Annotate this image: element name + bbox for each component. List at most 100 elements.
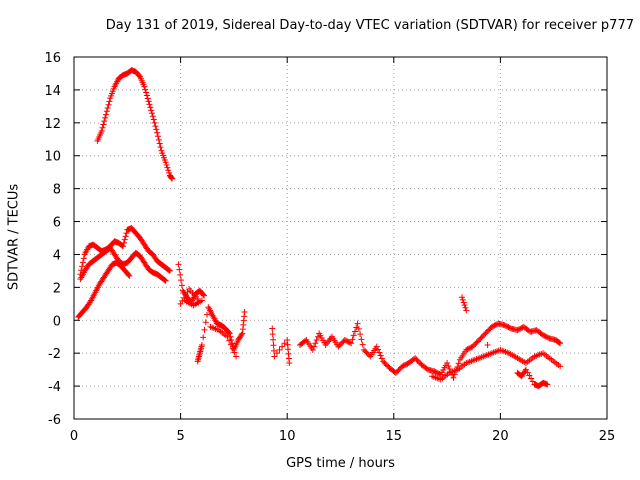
data-point [431, 368, 438, 375]
data-point [339, 339, 346, 346]
data-point [79, 259, 86, 266]
data-point [502, 322, 509, 329]
data-point [359, 341, 366, 348]
data-point [233, 353, 240, 360]
data-point [152, 123, 159, 130]
data-point [102, 114, 109, 121]
data-point [415, 359, 422, 366]
data-point [312, 340, 319, 347]
data-point [470, 342, 477, 349]
data-points [75, 67, 564, 390]
ticks: 0 5 10 15 20 25 -6 -4 -2 0 2 4 6 8 10 12 14 16 [44, 51, 615, 444]
y-axis-label: SDTVAR / TECUs [6, 183, 22, 291]
data-point [204, 311, 211, 318]
data-point [226, 337, 233, 344]
data-point [141, 83, 148, 90]
data-point [80, 255, 87, 262]
data-point [143, 92, 150, 99]
data-point [226, 330, 233, 337]
data-point [355, 325, 362, 332]
data-point [375, 346, 382, 353]
data-point [373, 343, 380, 350]
data-point [166, 267, 173, 274]
data-point [472, 340, 479, 347]
data-point [349, 336, 356, 343]
data-point [394, 368, 401, 375]
data-point [103, 108, 110, 115]
data-point [146, 101, 153, 108]
data-point [120, 239, 127, 246]
data-point [450, 374, 457, 381]
data-point [201, 292, 208, 299]
data-point [459, 294, 466, 301]
data-point [149, 110, 156, 117]
data-point [414, 357, 421, 364]
data-point [341, 337, 348, 344]
data-point [125, 271, 132, 278]
data-point [198, 297, 205, 304]
data-point [465, 345, 472, 352]
data-point [165, 167, 172, 174]
data-point [432, 368, 439, 375]
data-point [504, 323, 511, 330]
data-point [238, 331, 245, 338]
data-point [400, 362, 407, 369]
data-point [490, 323, 497, 330]
data-point [153, 126, 160, 133]
data-point [460, 299, 467, 306]
data-point [403, 361, 410, 368]
data-point [169, 175, 176, 182]
data-point [345, 338, 352, 345]
data-point [412, 355, 419, 362]
data-point [148, 107, 155, 114]
data-point [271, 353, 278, 360]
data-point [362, 348, 369, 355]
data-point [392, 369, 399, 376]
data-point [309, 346, 316, 353]
data-point [479, 333, 486, 340]
data-point [543, 334, 550, 341]
data-point [227, 341, 234, 348]
data-point [485, 327, 492, 334]
data-point [557, 363, 564, 370]
data-point [150, 116, 157, 123]
y-tick-label: 14 [44, 84, 61, 99]
data-point [154, 129, 161, 136]
data-point [360, 346, 367, 353]
data-point [161, 277, 168, 284]
data-point [540, 332, 547, 339]
data-point [459, 296, 466, 303]
data-point [488, 323, 495, 330]
data-point [469, 343, 476, 350]
data-point [364, 350, 371, 357]
data-point [155, 133, 162, 140]
x-tick-label: 10 [279, 429, 296, 444]
data-point [545, 334, 552, 341]
data-point [175, 261, 182, 268]
data-point [344, 338, 351, 345]
data-point [162, 277, 169, 284]
data-point [337, 340, 344, 347]
data-point [286, 360, 293, 367]
data-point [358, 336, 365, 343]
data-point [376, 349, 383, 356]
data-point [395, 367, 402, 374]
data-point [501, 322, 508, 329]
data-point [156, 140, 163, 147]
data-point [476, 337, 483, 344]
data-point [335, 343, 342, 350]
data-point [378, 355, 385, 362]
data-point [353, 324, 360, 331]
data-point [102, 111, 109, 118]
data-point [198, 341, 205, 348]
data-point [515, 326, 522, 333]
y-tick-label: 4 [53, 248, 61, 263]
data-point [106, 98, 113, 105]
data-point [166, 169, 173, 176]
data-point [455, 360, 462, 367]
data-point [142, 86, 149, 93]
data-point [241, 309, 248, 316]
x-axis-label: GPS time / hours [286, 456, 395, 471]
data-point [474, 338, 481, 345]
y-tick-label: 6 [53, 216, 61, 231]
